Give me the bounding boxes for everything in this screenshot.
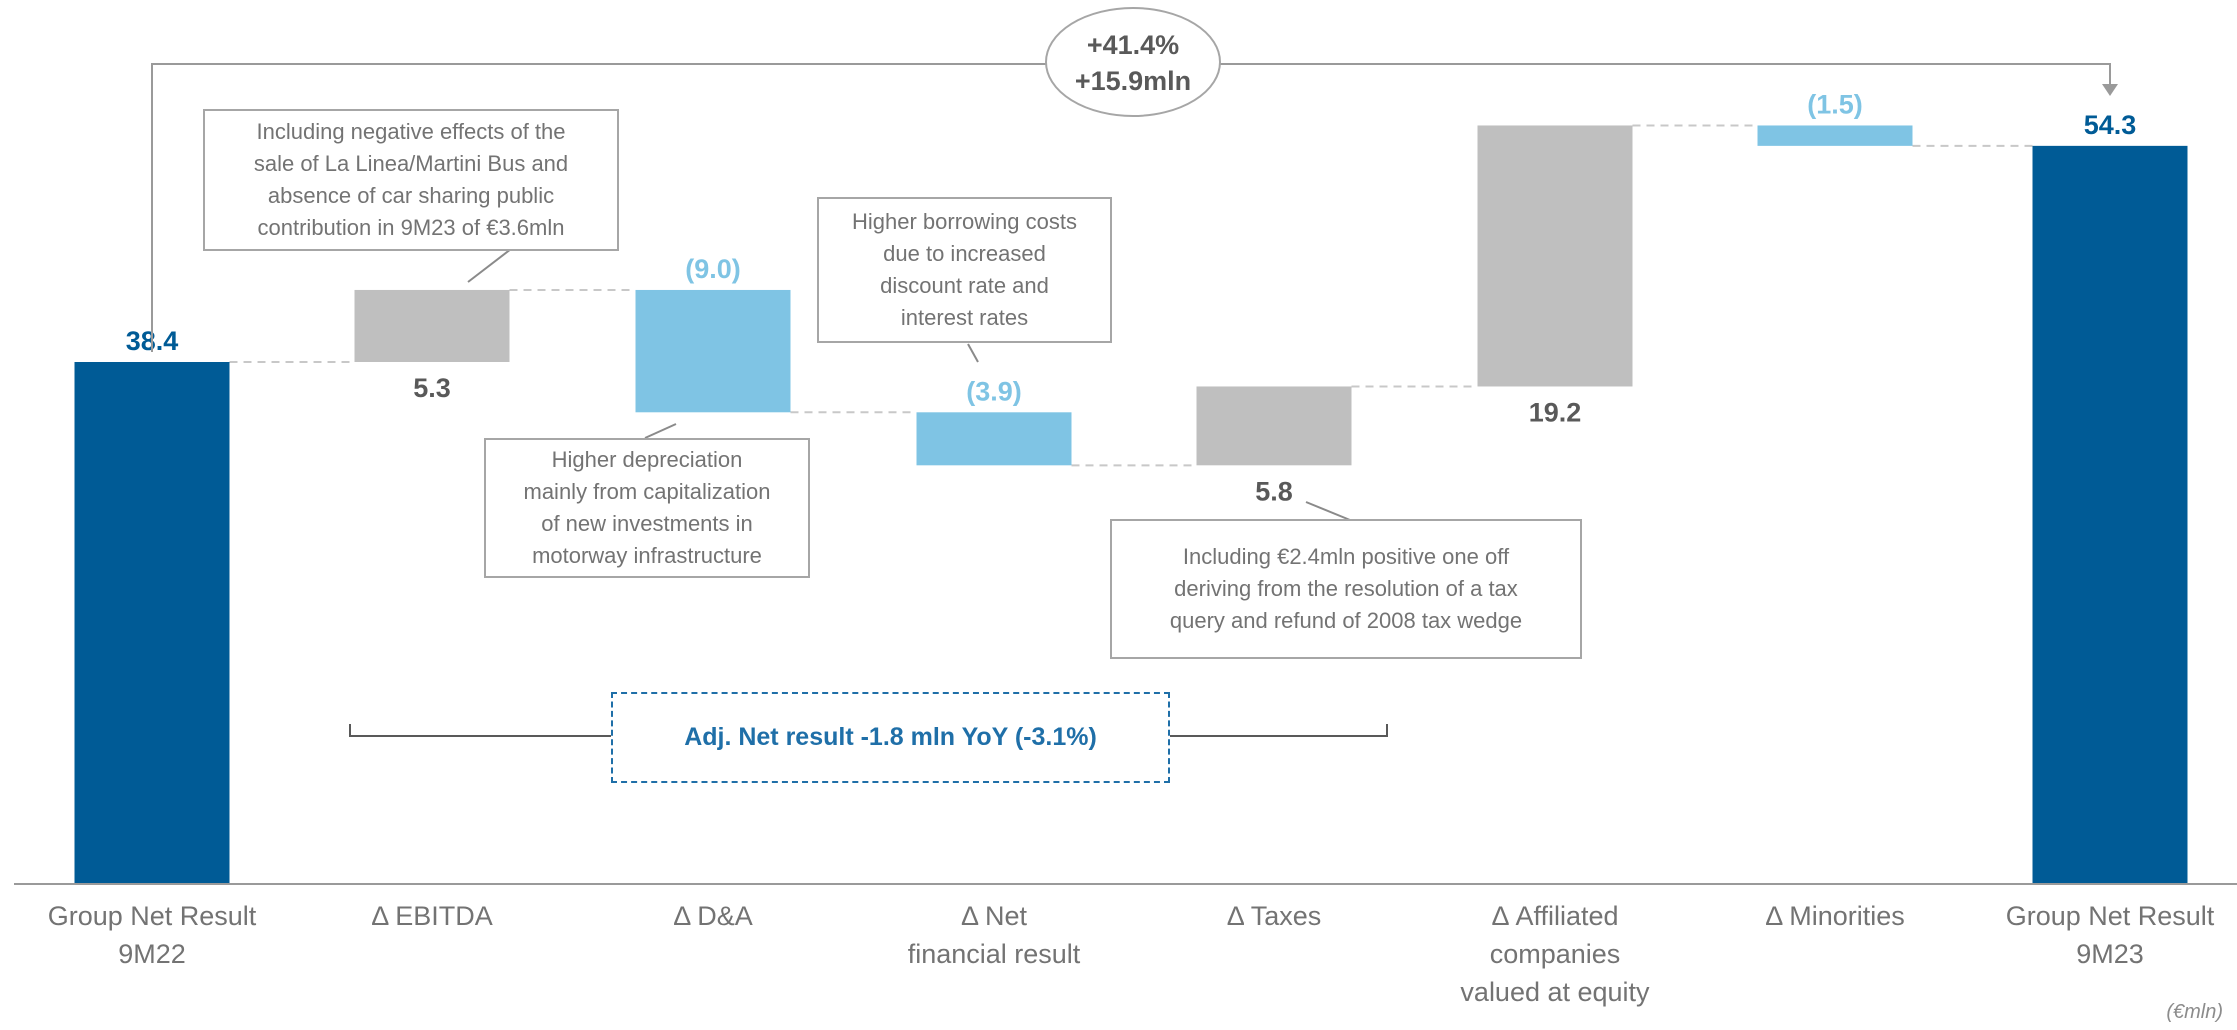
change-badge: [1045, 7, 1221, 117]
change-abs: +15.9mln: [1075, 66, 1191, 96]
value-label-7: 54.3: [2084, 110, 2137, 140]
category-label-2: Δ D&A: [673, 901, 753, 931]
category-label-1: Δ EBITDA: [371, 901, 493, 931]
category-label-4: Δ Taxes: [1227, 901, 1322, 931]
da-callout-pointer: [644, 423, 677, 439]
bar-2: [635, 289, 791, 413]
bar-7: [2032, 145, 2188, 884]
value-label-2: (9.0): [685, 254, 741, 284]
bar-1: [354, 289, 510, 362]
bar-6: [1757, 125, 1913, 146]
value-labels: 38.45.3(9.0)(3.9)5.819.2(1.5)54.3: [126, 89, 2137, 506]
category-label-6: Δ Minorities: [1765, 901, 1905, 931]
category-labels: Group Net Result 9M22 Δ EBITDA Δ D&A Δ Net fi…: [48, 901, 2215, 1007]
category-label-0: Group Net Result: [48, 901, 257, 931]
adjusted-net-result-note: Adj. Net result -1.8 mln YoY (-3.1%): [611, 692, 1170, 783]
bar-5: [1477, 125, 1633, 387]
value-label-6: (1.5): [1807, 89, 1863, 119]
taxes-callout-pointer: [1305, 501, 1351, 521]
arrow-head: [2102, 84, 2118, 96]
category-label-3: Δ Net: [961, 901, 1028, 931]
unit-label: (€mln): [2166, 1001, 2223, 1023]
da-callout: Higher depreciation mainly from capitali…: [484, 438, 810, 578]
bar-3: [916, 412, 1072, 466]
adj-bracket: [349, 724, 1388, 737]
category-label-5: valued at equity: [1460, 977, 1650, 1007]
connector-lines: [229, 124, 2033, 467]
category-label-5: Δ Affiliated: [1491, 901, 1618, 931]
ebitda-callout-pointer: [467, 248, 512, 283]
ebitda-callout: Including negative effects of the sale o…: [203, 109, 619, 251]
category-label-5: companies: [1490, 939, 1621, 969]
taxes-callout: Including €2.4mln positive one off deriv…: [1110, 519, 1582, 659]
netfin-callout: Higher borrowing costs due to increased …: [817, 197, 1112, 343]
category-label-3: financial result: [908, 939, 1081, 969]
value-label-5: 19.2: [1529, 397, 1582, 427]
category-label-7: 9M23: [2076, 939, 2144, 969]
value-label-4: 5.8: [1255, 476, 1293, 506]
value-label-3: (3.9): [966, 376, 1022, 406]
category-label-0: 9M22: [118, 939, 186, 969]
bar-0: [74, 362, 230, 884]
value-label-1: 5.3: [413, 373, 451, 403]
bar-4: [1196, 386, 1352, 466]
category-label-7: Group Net Result: [2006, 901, 2215, 931]
netfin-callout-pointer: [967, 343, 979, 363]
bars: [74, 125, 2188, 884]
change-pct: +41.4%: [1087, 30, 1179, 60]
